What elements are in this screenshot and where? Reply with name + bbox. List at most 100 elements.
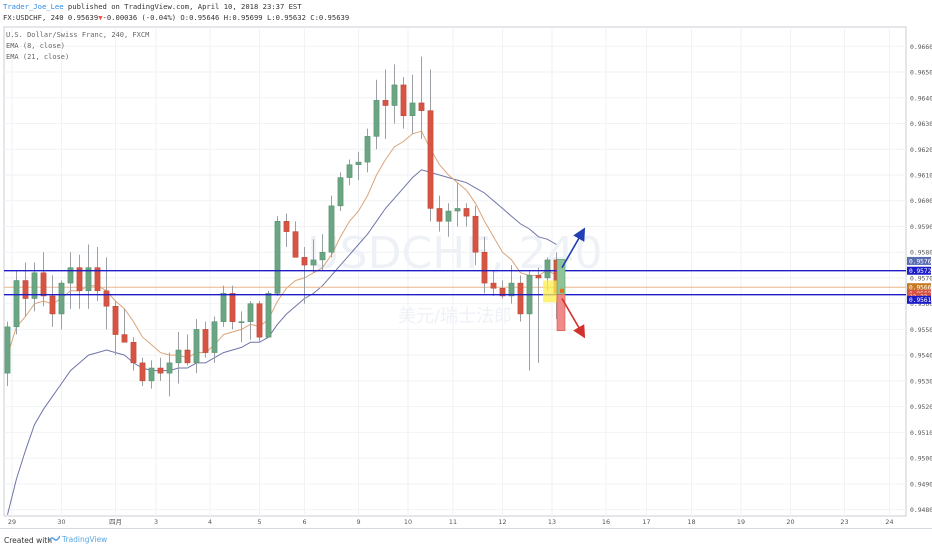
candle (94, 267, 101, 292)
x-tick-label: 20 (786, 518, 794, 526)
x-tick-label: 17 (642, 518, 650, 526)
symbol-line: FX:USDCHF, 240 0.95639▼-0.00036 (-0.04%)… (3, 13, 349, 22)
candle (49, 295, 56, 315)
candle (481, 251, 488, 284)
candle (175, 349, 182, 364)
candle (247, 303, 254, 322)
candle (472, 215, 479, 253)
publish-line: Trader_Joe_Lee published on TradingView.… (3, 2, 302, 11)
candle (220, 293, 227, 322)
x-tick-label: 12 (498, 518, 506, 526)
candle (13, 280, 20, 328)
candle (364, 136, 371, 163)
candle (85, 267, 92, 292)
candle (4, 326, 11, 374)
candle (544, 259, 551, 279)
candle (517, 282, 524, 315)
publish-info: published on TradingView.com, April 10, … (63, 2, 302, 11)
candle (22, 280, 29, 299)
candle (229, 293, 236, 322)
candle (265, 293, 272, 338)
candle (490, 282, 497, 289)
candle (193, 329, 200, 364)
candle (346, 164, 353, 178)
created-with-label: Created with (4, 536, 52, 545)
price-tag (907, 266, 931, 275)
candle (499, 287, 506, 297)
x-tick-label: 9 (356, 518, 360, 526)
tradingview-brand-link[interactable]: TradingView (62, 535, 108, 544)
candle (139, 362, 146, 382)
candle (337, 177, 344, 207)
candle (445, 210, 452, 222)
candle (67, 267, 74, 284)
ohlc-values: -0.00036 (-0.04%) O:0.95646 H:0.95699 L:… (102, 13, 350, 22)
x-tick-label: 5 (257, 518, 261, 526)
x-tick-label: 19 (737, 518, 745, 526)
price-tag (907, 256, 931, 265)
candle (382, 100, 389, 106)
x-tick-label: 13 (548, 518, 556, 526)
x-tick-label: 16 (602, 518, 610, 526)
candle (373, 100, 380, 137)
x-tick-label: 4 (208, 518, 212, 526)
candle (184, 349, 191, 364)
candle (103, 290, 110, 307)
x-tick-label: 29 (8, 518, 16, 526)
arrow-down (561, 298, 586, 339)
candle (301, 257, 308, 266)
candle (130, 342, 137, 364)
author-link[interactable]: Trader_Joe_Lee (3, 2, 64, 11)
x-tick-label: 10 (404, 518, 412, 526)
candle (400, 84, 407, 117)
x-tick-label: 四月 (109, 518, 122, 526)
candle (202, 329, 209, 353)
watermark-subtitle: 美元/瑞士法郎 (398, 306, 512, 327)
legend-ema-slow[interactable]: EMA (21, close) (6, 53, 70, 61)
candle (76, 267, 83, 292)
candle (157, 367, 164, 374)
arrow-up (561, 227, 586, 269)
candle (256, 303, 263, 338)
legend-ema-fast[interactable]: EMA (8, close) (6, 42, 66, 50)
footer-bar: Created with TradingView (0, 528, 932, 551)
candle (463, 208, 470, 217)
x-tick-label: 18 (687, 518, 695, 526)
candle (283, 221, 290, 232)
price-tag-label: 0.95728 (909, 268, 932, 275)
x-tick-label: 6 (302, 518, 306, 526)
legend-instrument[interactable]: U.S. Dollar/Swiss Franc, 240, FXCM (6, 31, 150, 39)
candle (409, 102, 416, 117)
candle (211, 321, 218, 353)
price-tag-label: 0.95766 (909, 258, 932, 265)
candle (292, 231, 299, 258)
tradingview-logo-icon[interactable] (49, 535, 60, 543)
candle (418, 102, 425, 111)
candle (508, 282, 515, 297)
price-tag (907, 295, 931, 304)
x-tick-label: 30 (57, 518, 65, 526)
candle (238, 321, 245, 323)
candle (355, 161, 362, 165)
candle (328, 205, 335, 253)
candle (427, 110, 434, 209)
change-arrow-icon: ▼ (98, 13, 103, 22)
candle (274, 221, 281, 294)
chart-header: Trader_Joe_Lee published on TradingView.… (0, 0, 932, 26)
plot-area (3, 26, 907, 517)
candle (58, 282, 65, 315)
